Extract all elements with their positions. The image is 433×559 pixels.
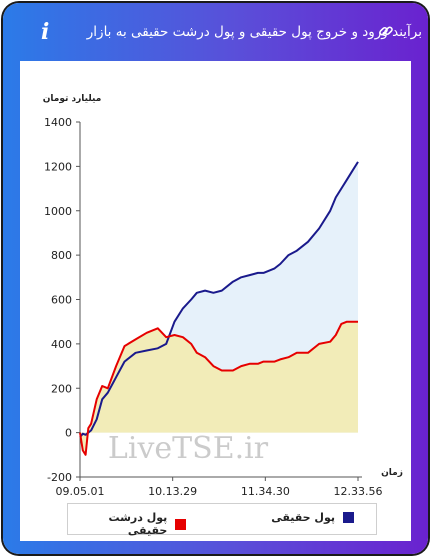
y-tick-label: 400 [51,338,72,351]
widget-frame: i برآیند ورود و خروج پول حقیقی و پول درش… [3,3,428,554]
legend-item-real-money[interactable]: پول حقیقی [271,511,354,524]
y-axis-label: میلیارد تومان [43,94,102,104]
y-tick-label: -200 [47,471,72,484]
y-tick-label: 0 [65,427,72,440]
series-line-real-money [79,161,359,438]
legend-swatch-big-real-money [175,518,186,530]
legend-swatch-real-money [343,512,354,523]
x-tick-label: 11.34.30 [241,485,290,498]
legend-label-real-money: پول حقیقی [271,511,335,524]
chart-watermark: LiveTSE.ir [108,431,269,466]
info-icon[interactable]: i [41,19,50,45]
x-tick-label: 12.33.56 [334,485,383,498]
y-tick-label: 1000 [44,205,72,218]
series-area-big-real-money [80,321,358,455]
y-tick-label: 600 [51,294,72,307]
y-tick-label: 200 [51,382,72,395]
series-line-big-real-money [79,320,358,456]
x-tick-label: 10.13.29 [148,485,197,498]
x-tick-label: 09.05.01 [56,485,105,498]
area-chart: -200 0 200 400 600 800 1000 1200 1400 09.05.01 10.… [43,94,403,498]
link-icon[interactable] [378,23,394,39]
x-axis-label: زمان [381,468,403,478]
widget-title: برآیند ورود و خروج پول حقیقی و پول درشت … [86,24,422,40]
legend-item-big-real-money[interactable]: پول درشت حقیقی [68,511,186,537]
widget-header: i برآیند ورود و خروج پول حقیقی و پول درش… [3,3,428,61]
y-tick-label: 800 [51,249,72,262]
chart-panel: -200 0 200 400 600 800 1000 1200 1400 09.05.01 10.… [20,61,411,541]
chart-legend: پول حقیقی پول درشت حقیقی [67,503,377,537]
y-tick-label: 1200 [44,160,72,173]
y-tick-label: 1400 [44,116,72,129]
legend-label-big-real-money: پول درشت حقیقی [108,511,168,537]
